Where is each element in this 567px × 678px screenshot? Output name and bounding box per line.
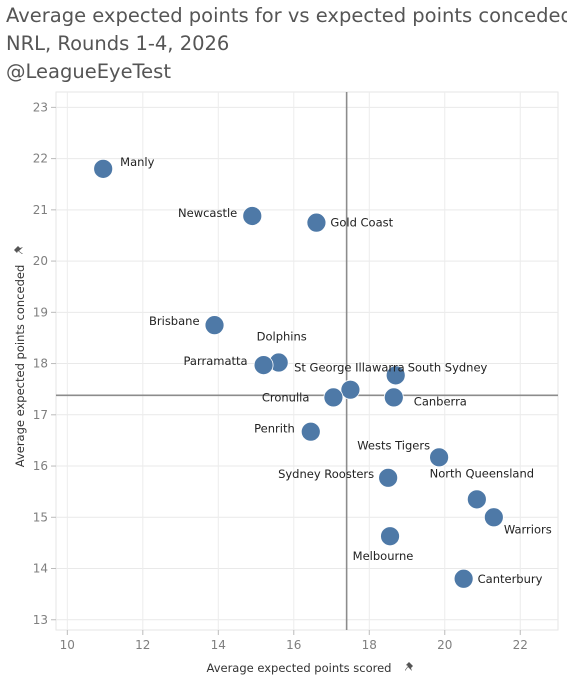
data-point[interactable] [483, 507, 504, 528]
chart-subtitle: NRL, Rounds 1-4, 2026 [6, 32, 230, 55]
y-tick-label: 21 [33, 203, 48, 217]
x-tick-label: 20 [437, 638, 452, 652]
data-point[interactable] [340, 379, 361, 400]
data-point[interactable] [378, 467, 399, 488]
y-tick-label: 13 [33, 613, 48, 627]
y-tick-label: 20 [33, 254, 48, 268]
y-tick-label: 15 [33, 510, 48, 524]
data-point[interactable] [323, 387, 344, 408]
data-point[interactable] [383, 387, 404, 408]
data-label: South Sydney [408, 360, 488, 374]
data-point[interactable] [466, 489, 487, 510]
reference-lines [56, 92, 558, 630]
plot-area [55, 91, 559, 631]
data-label: St George Illawarra [294, 361, 405, 375]
data-label: Melbourne [353, 549, 414, 563]
y-axis-pin-icon[interactable] [14, 246, 23, 254]
data-label: Wests Tigers [357, 438, 430, 452]
x-tick-label: 12 [135, 638, 150, 652]
y-tick-label: 19 [33, 305, 48, 319]
data-point[interactable] [385, 365, 406, 386]
data-label: Brisbane [149, 314, 200, 328]
chart-title: Average expected points for vs expected … [6, 4, 567, 27]
y-tick-label: 23 [33, 100, 48, 114]
x-tick-label: 16 [286, 638, 301, 652]
data-label: North Queensland [430, 466, 534, 480]
data-label: Sydney Roosters [278, 467, 374, 481]
y-tick-label: 18 [33, 357, 48, 371]
y-tick-label: 16 [33, 459, 48, 473]
data-label: Canterbury [478, 572, 543, 586]
data-labels: Manly Newcastle Gold Coast Brisbane Dolphins… [120, 155, 552, 586]
y-tick-label: 14 [33, 562, 48, 576]
data-label: Gold Coast [330, 216, 393, 230]
data-point[interactable] [300, 421, 321, 442]
data-label: Cronulla [262, 390, 310, 404]
data-point[interactable] [429, 447, 450, 468]
data-point[interactable] [93, 158, 114, 179]
data-point[interactable] [204, 315, 225, 336]
x-axis-ticks: 10 12 14 16 18 20 22 [60, 630, 528, 652]
y-axis-title: Average expected points conceded [13, 265, 27, 468]
chart-credit: @LeagueEyeTest [6, 60, 171, 83]
x-tick-label: 10 [60, 638, 75, 652]
y-tick-label: 17 [33, 408, 48, 422]
data-label: Newcastle [178, 206, 237, 220]
data-point[interactable] [253, 355, 274, 375]
x-tick-label: 18 [362, 638, 377, 652]
data-label: Manly [120, 155, 154, 169]
chart-title-block: Average expected points for vs expected … [6, 2, 567, 86]
data-label: Warriors [504, 522, 552, 536]
data-label: Penrith [254, 422, 295, 436]
x-tick-label: 22 [513, 638, 528, 652]
y-axis-ticks: 13 14 15 16 17 18 19 20 21 22 23 [33, 100, 56, 627]
gridlines [56, 92, 558, 630]
data-point[interactable] [242, 206, 263, 226]
data-point[interactable] [380, 526, 400, 547]
data-label: Dolphins [257, 330, 307, 344]
x-axis-pin-icon[interactable] [405, 662, 413, 671]
data-point[interactable] [306, 212, 327, 233]
data-label: Parramatta [184, 354, 248, 368]
x-tick-label: 14 [211, 638, 226, 652]
data-label: Canberra [414, 394, 467, 408]
data-points [93, 158, 504, 589]
y-tick-label: 22 [33, 152, 48, 166]
data-point[interactable] [453, 568, 474, 589]
x-axis-title: Average expected points scored [207, 661, 392, 675]
